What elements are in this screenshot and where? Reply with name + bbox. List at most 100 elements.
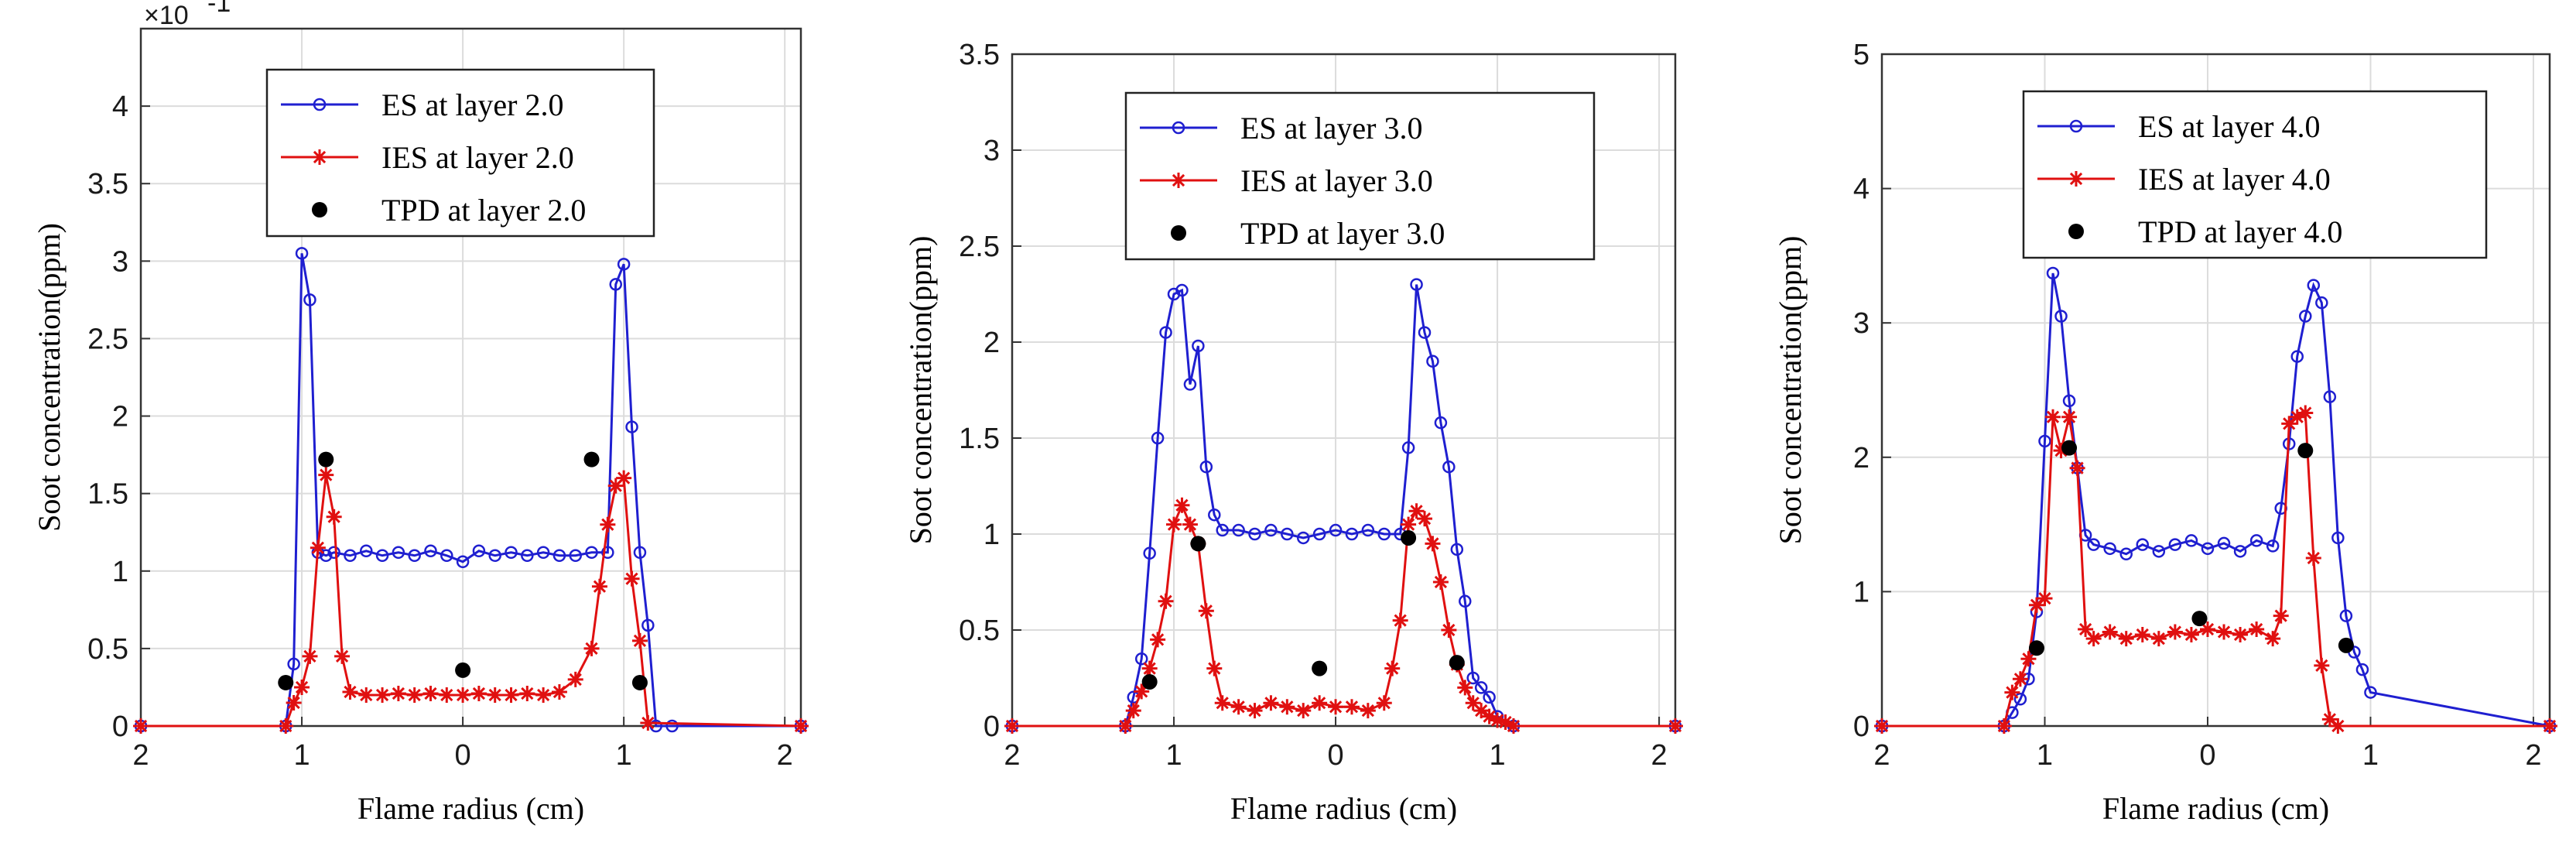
data-point	[2289, 409, 2305, 425]
data-point	[2118, 631, 2134, 647]
data-point	[1996, 718, 2012, 734]
data-point	[2078, 622, 2094, 638]
data-point	[1264, 523, 1278, 537]
data-point	[616, 470, 632, 486]
data-point	[2020, 651, 2037, 667]
data-point	[2167, 624, 2183, 640]
data-point	[472, 544, 486, 557]
data-point	[1449, 655, 1465, 671]
data-point	[2339, 609, 2353, 622]
data-point	[318, 467, 334, 483]
data-point	[375, 687, 391, 703]
plot-frame	[1880, 53, 2551, 728]
data-point	[1281, 527, 1294, 541]
data-point	[1151, 431, 1165, 445]
data-point	[1345, 527, 1359, 541]
data-point	[320, 549, 333, 563]
y-axis-title: Soot concentration(ppm)	[1773, 236, 1808, 545]
data-point	[1175, 283, 1189, 297]
data-point	[310, 539, 326, 556]
data-point	[600, 516, 616, 533]
data-point	[2297, 443, 2314, 459]
y-tick-label: 2	[1853, 442, 1870, 474]
data-point	[1425, 536, 1441, 552]
data-point	[1505, 718, 1521, 734]
x-tick-label: 2	[1004, 739, 1020, 772]
data-point	[1392, 612, 1408, 628]
data-point	[585, 546, 598, 560]
data-point	[2069, 460, 2085, 476]
data-point	[2152, 545, 2166, 558]
legend-label: ES at layer 2.0	[381, 87, 564, 122]
x-axis-title: Flame radius (cm)	[1230, 791, 1457, 826]
data-point	[2305, 550, 2321, 566]
data-point	[2542, 718, 2557, 734]
data-point	[2038, 434, 2051, 448]
data-point	[440, 549, 453, 563]
data-point	[1206, 660, 1223, 676]
data-point	[1141, 660, 1158, 676]
legend-label: IES at layer 4.0	[2138, 162, 2331, 197]
data-point	[2307, 279, 2321, 292]
data-point	[1143, 546, 1156, 560]
x-axis-title: Flame radius (cm)	[357, 791, 584, 826]
data-point	[633, 546, 647, 560]
data-point	[470, 685, 487, 701]
data-point	[303, 293, 316, 307]
y-tick-label: 0	[1853, 711, 1870, 743]
data-point	[1497, 714, 1514, 731]
y-tick-label: 4	[112, 91, 128, 123]
data-point	[2046, 266, 2060, 280]
data-point	[1312, 695, 1328, 711]
data-point	[1214, 695, 1230, 711]
data-point	[2012, 671, 2028, 687]
data-point	[2004, 684, 2020, 700]
y-tick-label: 1.5	[959, 423, 1000, 455]
data-point	[665, 719, 679, 733]
data-point	[505, 546, 518, 560]
data-point	[302, 648, 318, 664]
plot-frame	[139, 27, 802, 728]
series-line	[1882, 272, 2550, 728]
data-point	[1279, 699, 1295, 715]
data-point	[2355, 663, 2369, 676]
data-point	[2191, 611, 2208, 627]
legend-marker	[1172, 121, 1185, 135]
legend-marker	[313, 98, 327, 111]
data-point	[2119, 547, 2133, 561]
data-point	[2061, 440, 2078, 456]
x-tick-label: 2	[777, 739, 793, 772]
legend-label: ES at layer 4.0	[2138, 109, 2321, 144]
data-point	[2232, 626, 2249, 642]
legend-label: ES at layer 3.0	[1240, 111, 1423, 146]
data-point	[2045, 409, 2061, 425]
legend-marker	[1171, 173, 1186, 188]
data-point	[631, 674, 648, 690]
data-point	[2290, 350, 2304, 363]
data-point	[2249, 534, 2263, 547]
data-point	[1481, 708, 1497, 724]
data-point	[1408, 503, 1425, 519]
y-axis-title: Soot concentration(ppm)	[32, 223, 67, 532]
data-point	[2321, 711, 2338, 728]
y-axis-title: Soot concentration(ppm)	[903, 236, 938, 545]
data-point	[2037, 591, 2053, 607]
y-tick-label: 0	[112, 711, 128, 743]
data-point	[287, 657, 300, 671]
data-point	[601, 546, 614, 560]
data-point	[326, 509, 342, 525]
data-point	[1376, 695, 1392, 711]
data-point	[2087, 538, 2100, 551]
y-exponent-base: ×10	[144, 1, 189, 30]
data-point	[1483, 690, 1496, 704]
data-point	[1263, 695, 1279, 711]
y-tick-label: 0.5	[87, 633, 128, 666]
data-point	[617, 258, 631, 271]
data-point	[1401, 516, 1417, 533]
data-point	[439, 687, 455, 703]
data-point	[1418, 326, 1432, 339]
data-point	[2265, 631, 2281, 647]
y-tick-label: 2.5	[87, 323, 128, 355]
legend-box	[265, 68, 655, 238]
